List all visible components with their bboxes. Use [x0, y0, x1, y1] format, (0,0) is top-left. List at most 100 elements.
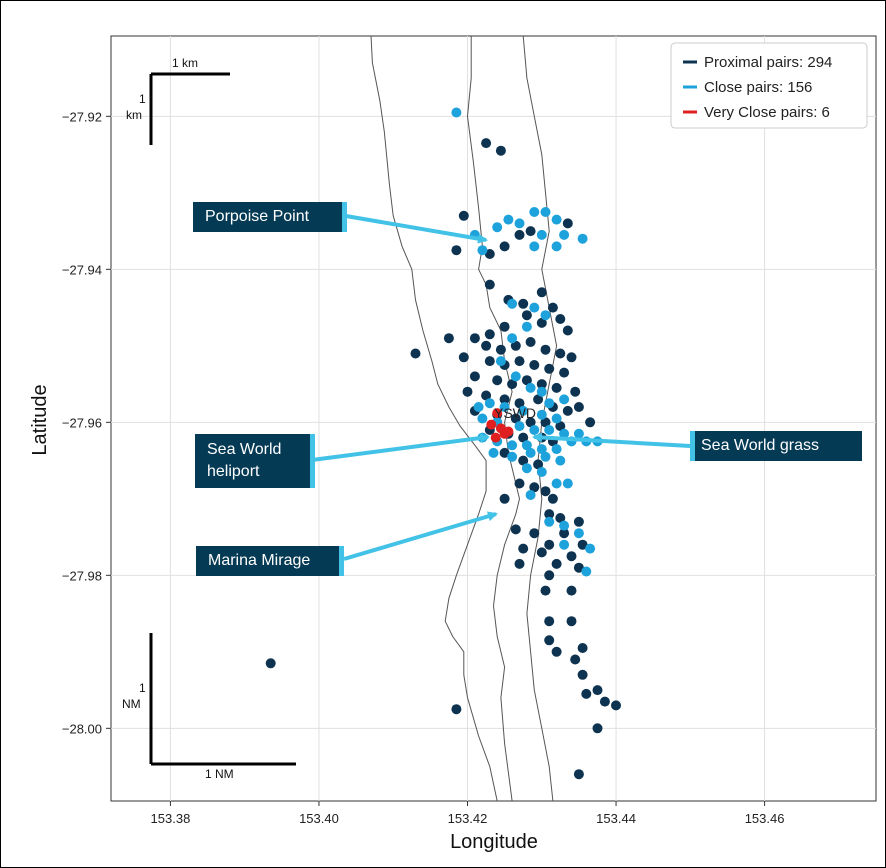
- close-pair-point: [514, 421, 525, 432]
- proximal-pair-point: [492, 375, 503, 386]
- x-axis-title: Longitude: [450, 831, 538, 853]
- close-pair-point: [503, 214, 514, 225]
- scale-km-vertical-label-1: 1: [139, 92, 146, 106]
- close-pair-point: [507, 440, 518, 451]
- callout-sea-world-heliport: Sea World heliport: [195, 434, 315, 488]
- proximal-pair-point: [536, 317, 547, 328]
- proximal-pair-point: [514, 558, 525, 569]
- close-pair-point: [507, 451, 518, 462]
- proximal-pair-point: [518, 298, 529, 309]
- proximal-pair-point: [559, 528, 570, 539]
- proximal-pair-point: [518, 432, 529, 443]
- close-pair-point: [492, 222, 503, 233]
- callout-heliport-line-1: Sea World: [207, 441, 282, 458]
- proximal-pair-point: [566, 352, 577, 363]
- proximal-pair-point: [544, 509, 555, 520]
- callout-heliport-line-2: heliport: [207, 463, 260, 480]
- close-pair-point: [544, 516, 555, 527]
- proximal-pair-point: [265, 658, 276, 669]
- scale-nm-vertical-label-2: NM: [122, 697, 141, 711]
- proximal-pair-point: [458, 352, 469, 363]
- proximal-pair-point: [555, 348, 566, 359]
- proximal-pair-point: [547, 302, 558, 313]
- proximal-pair-point: [484, 356, 495, 367]
- x-tick-label: 153.38: [151, 811, 191, 826]
- x-tick-label: 153.40: [299, 811, 339, 826]
- coastline-west: [370, 36, 498, 801]
- close-pair-point: [536, 467, 547, 477]
- close-pair-point: [529, 241, 540, 252]
- close-pair-point: [507, 333, 518, 344]
- callout-sea-world-heliport-text: Sea World heliport: [207, 439, 281, 483]
- scale-bar-km: 1 km 1 km: [126, 56, 230, 145]
- close-pair-point: [536, 386, 547, 397]
- proximal-pair-point: [529, 528, 540, 539]
- close-pair-point: [521, 440, 532, 451]
- grid-lines: [111, 36, 876, 801]
- proximal-pair-point: [451, 704, 462, 715]
- proximal-pair-point: [573, 562, 584, 573]
- arrow-porpoise-point: [345, 214, 488, 244]
- proximal-pair-point: [521, 375, 532, 386]
- close-pair-point: [577, 233, 588, 244]
- proximal-pair-point: [540, 417, 551, 428]
- proximal-pair-point: [551, 646, 562, 657]
- close-pair-point: [559, 394, 570, 405]
- proximal-pair-point: [514, 229, 525, 240]
- close-pair-point: [544, 398, 555, 409]
- proximal-pair-point: [514, 478, 525, 489]
- close-pair-point: [573, 428, 584, 439]
- x-tick-label: 153.42: [448, 811, 488, 826]
- close-pair-point: [529, 207, 540, 217]
- close-pair-point: [559, 520, 570, 531]
- proximal-pair-point: [458, 210, 469, 221]
- proximal-pair-point: [562, 218, 573, 229]
- legend-label-close: Close pairs: 156: [704, 79, 812, 96]
- close-pair-point: [518, 405, 529, 416]
- proximal-pair-point: [533, 394, 544, 405]
- proximal-pair-point: [536, 287, 547, 298]
- proximal-pair-point: [536, 379, 547, 390]
- proximal-pair-point: [469, 333, 480, 344]
- proximal-pair-point: [599, 696, 610, 707]
- y-tick-label: −27.98: [62, 568, 102, 583]
- proximal-pair-point: [551, 558, 562, 569]
- close-pair-point: [562, 478, 573, 489]
- proximal-pair-point: [544, 363, 555, 374]
- legend-label-very-close: Very Close pairs: 6: [704, 104, 830, 121]
- proximal-pair-point: [577, 539, 588, 550]
- axis-ticks: 153.38 153.40 153.42 153.44 153.46 −27.92 −27.…: [62, 109, 785, 826]
- proximal-pair-point: [495, 344, 506, 355]
- callout-sea-world-grass: Sea World grass: [690, 431, 862, 461]
- proximal-pair-point: [469, 371, 480, 382]
- close-pair-point: [551, 214, 562, 225]
- airport-label-yswd: YSWD: [494, 405, 536, 421]
- close-pair-point: [529, 302, 540, 313]
- proximal-pair-point: [481, 390, 492, 401]
- close-pair-point: [510, 371, 521, 382]
- proximal-pair-point: [521, 310, 532, 321]
- proximal-pair-point: [592, 685, 603, 696]
- y-tick-label: −27.96: [62, 415, 102, 430]
- close-pair-point: [536, 409, 547, 420]
- plot-area: [110, 35, 877, 802]
- x-tick-label: 153.44: [596, 811, 636, 826]
- callout-porpoise-point: Porpoise Point: [193, 202, 347, 232]
- scale-nm-horizontal-label: 1 NM: [205, 767, 234, 781]
- proximal-pair-point: [443, 333, 454, 344]
- proximal-pair-point: [536, 547, 547, 558]
- proximal-pair-point: [510, 524, 521, 535]
- proximal-pair-point: [484, 329, 495, 340]
- proximal-pair-point: [540, 486, 551, 497]
- callout-sea-world-grass-text: Sea World grass: [701, 437, 819, 454]
- close-pair-point: [484, 398, 495, 409]
- proximal-pair-point: [566, 585, 577, 596]
- proximal-pair-point: [451, 245, 462, 256]
- proximal-pair-point: [507, 379, 518, 390]
- proximal-pair-point: [566, 616, 577, 627]
- legend-label-proximal: Proximal pairs: 294: [704, 54, 832, 71]
- proximal-pair-point: [544, 570, 555, 581]
- coastline-east: [466, 36, 521, 801]
- proximal-pair-point: [514, 356, 525, 367]
- close-pair-point: [529, 425, 540, 435]
